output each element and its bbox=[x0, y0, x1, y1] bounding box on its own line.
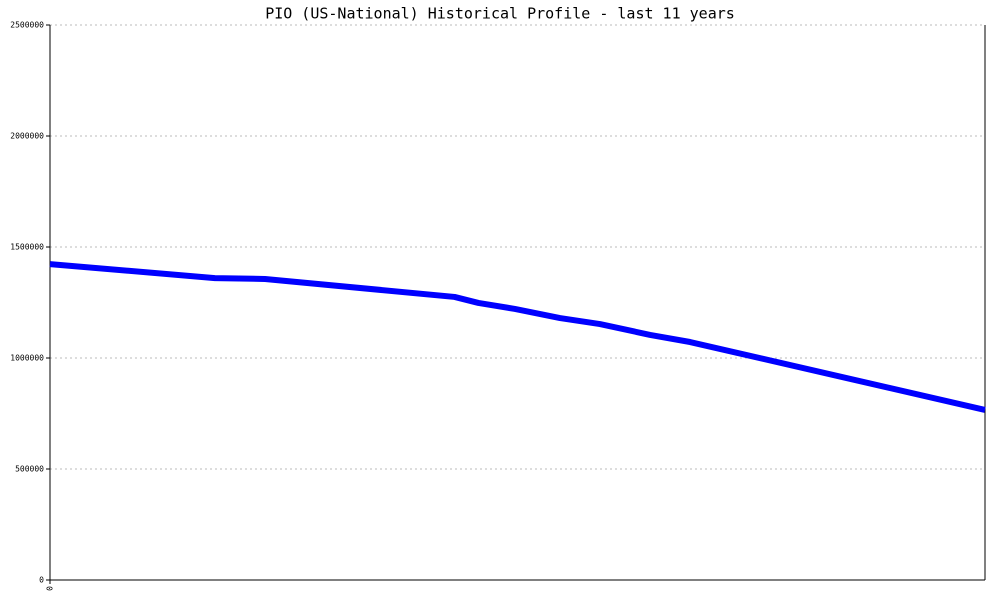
y-tick-label: 1000000 bbox=[10, 354, 44, 363]
y-tick-label: 2000000 bbox=[10, 132, 44, 141]
y-tick-label: 0 bbox=[39, 576, 44, 585]
x-tick-label: 0 bbox=[46, 586, 55, 591]
chart-title: PIO (US-National) Historical Profile - l… bbox=[265, 5, 735, 23]
y-tick-label: 2500000 bbox=[10, 21, 44, 30]
data-line bbox=[49, 261, 986, 413]
y-tick-label: 1500000 bbox=[10, 243, 44, 252]
y-tick-label: 500000 bbox=[15, 465, 44, 474]
